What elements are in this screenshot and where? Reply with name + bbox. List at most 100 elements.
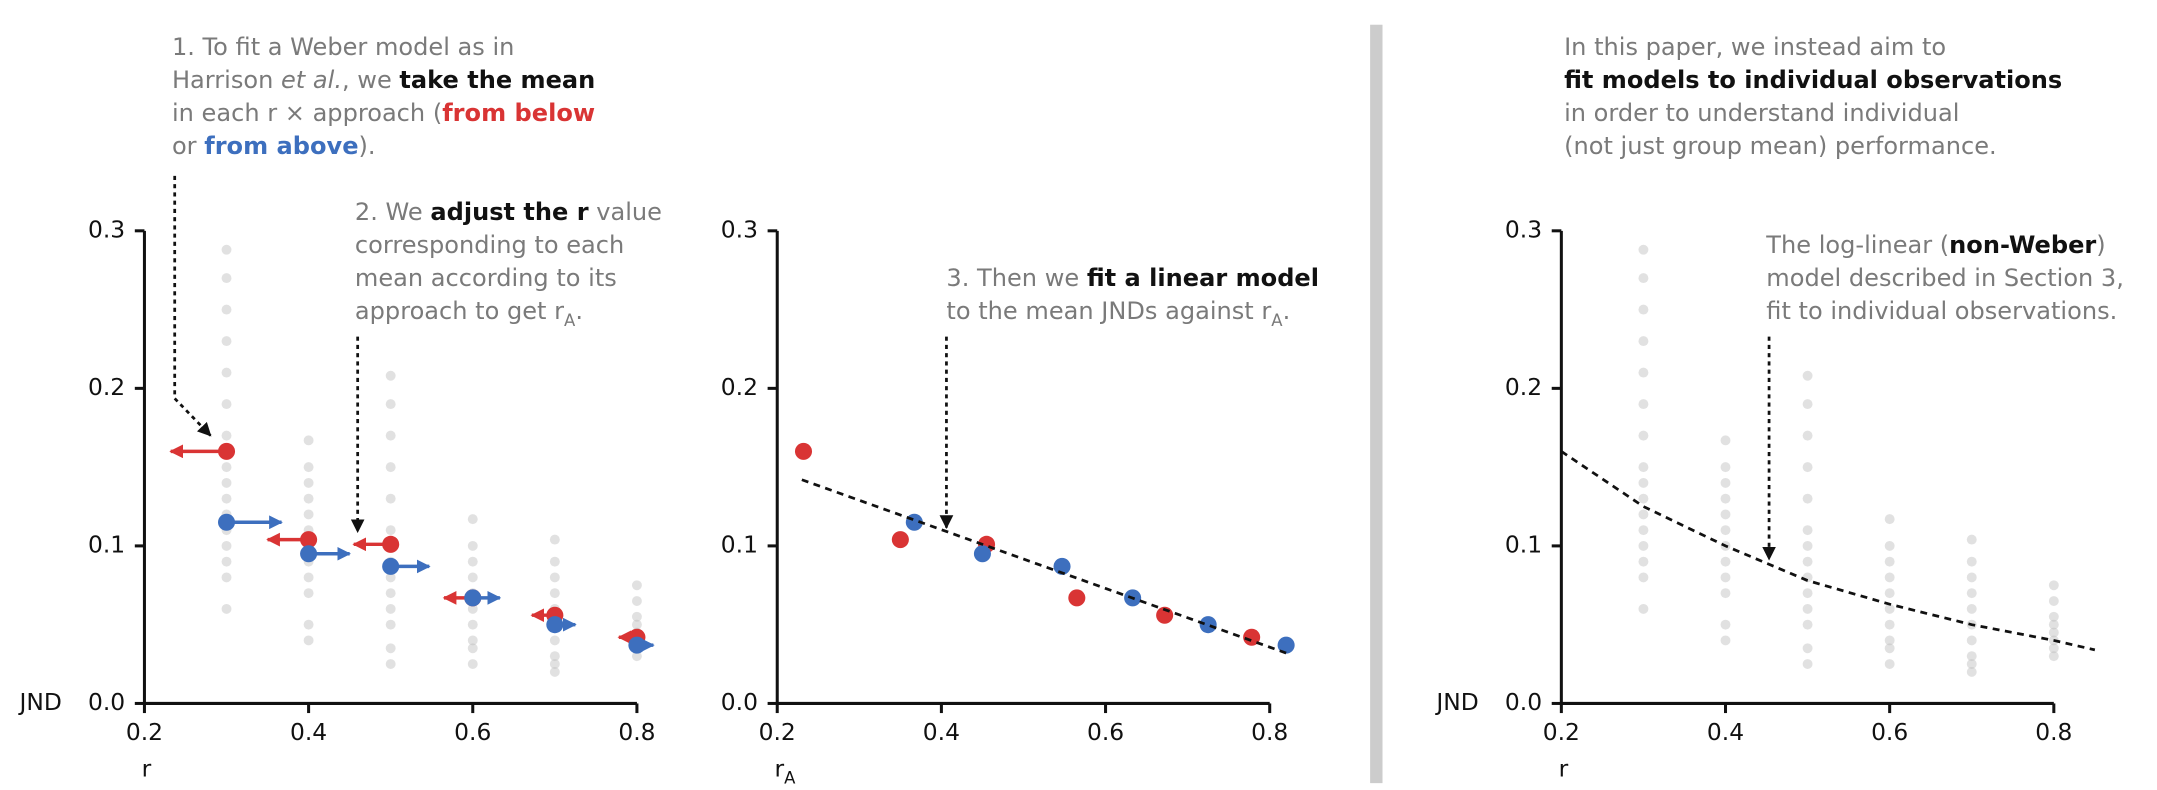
y-tick-label: 0.1 [1505,530,1542,558]
observation [1720,493,1731,504]
x-tick-label: 0.4 [1707,718,1744,746]
observation [385,430,396,441]
observation [1638,244,1649,255]
observation [221,304,232,315]
observation [1884,643,1895,654]
mean-point [300,545,318,563]
observation [1884,659,1895,670]
observation [2048,619,2059,630]
observation [549,651,560,662]
divider [1370,24,1383,784]
observation [221,493,232,504]
mean-point [891,531,909,549]
observation [1802,659,1813,670]
annotation-text: from below [442,99,595,127]
fit-line [801,478,1287,655]
annotation-text: take the mean [399,66,595,94]
observation [1884,619,1895,630]
observation [631,619,642,630]
observation [303,435,314,446]
observation [467,635,478,646]
annotation-line: to the mean JNDs against rA. [946,297,1290,330]
observation [1966,659,1977,670]
observation [549,659,560,670]
annotation-text: fit models to individual observations [1564,66,2062,94]
annotation-text: 2. We [355,198,430,226]
mean-point [973,545,991,563]
annotation-text: Harrison [172,66,281,94]
observation [1720,509,1731,520]
observation [1802,540,1813,551]
observation [221,244,232,255]
observation [1638,462,1649,473]
x-axis-label-main: r [774,754,784,782]
observation [1638,430,1649,441]
observation [1802,462,1813,473]
observation [1966,666,1977,677]
observation [1638,336,1649,347]
observation [1966,651,1977,662]
observation [1720,462,1731,473]
observation [2048,611,2059,622]
observation [1720,588,1731,599]
y-tick-label: 0.3 [1505,215,1542,243]
mean-point [300,531,318,549]
observation [385,572,396,583]
observation [1966,588,1977,599]
x-tick-label: 0.2 [759,718,796,746]
observation [303,493,314,504]
annotation-text: . [1283,297,1291,325]
observation [631,611,642,622]
y-tick-label: 0.2 [88,373,125,401]
x-tick-label: 0.8 [2035,718,2072,746]
observation [1884,540,1895,551]
annotation-line: or from above). [172,132,376,160]
y-tick-label: 0.0 [1505,688,1542,716]
y-tick-label: 0.2 [1505,373,1542,401]
x-tick-label: 0.6 [1087,718,1124,746]
observation [467,556,478,567]
observation [549,635,560,646]
observation [1966,556,1977,567]
observation [385,462,396,473]
annotation-text: . [575,297,583,325]
observation [221,540,232,551]
mean-point [546,616,564,634]
y-tick-label: 0.1 [88,530,125,558]
observation [549,534,560,545]
annotation-text: In this paper, we instead aim to [1564,33,1946,61]
observation [1802,556,1813,567]
x-axis-label: rA [774,754,796,787]
observation [385,399,396,410]
y-tick-label: 0.3 [88,215,125,243]
x-tick-label: 0.2 [126,718,163,746]
annotation-text: in order to understand individual [1564,99,1959,127]
observation [221,430,232,441]
observation [549,572,560,583]
annotation-text: to the mean JNDs against r [946,297,1271,325]
annotation-text: model described in Section 3, [1766,264,2124,292]
observation [467,659,478,670]
observation [631,596,642,606]
x-axis-label-sub: A [784,768,796,787]
y-axis-label: JND [1434,688,1478,716]
annotation-text: adjust the r [430,198,588,226]
observation [221,572,232,583]
observation [1802,603,1813,614]
observation [1638,556,1649,567]
observation [1884,635,1895,646]
observation [1966,534,1977,545]
observation [1638,367,1649,378]
observation [385,525,396,536]
observation [1884,588,1895,599]
x-tick-label: 0.2 [1543,718,1580,746]
observation [385,659,396,670]
observation [385,588,396,599]
annotation-text: fit to individual observations. [1766,297,2117,325]
observation [1720,525,1731,536]
mean-point [1199,616,1217,634]
observation [385,493,396,504]
annotation-text: mean according to its [355,264,617,292]
observation [1638,525,1649,536]
